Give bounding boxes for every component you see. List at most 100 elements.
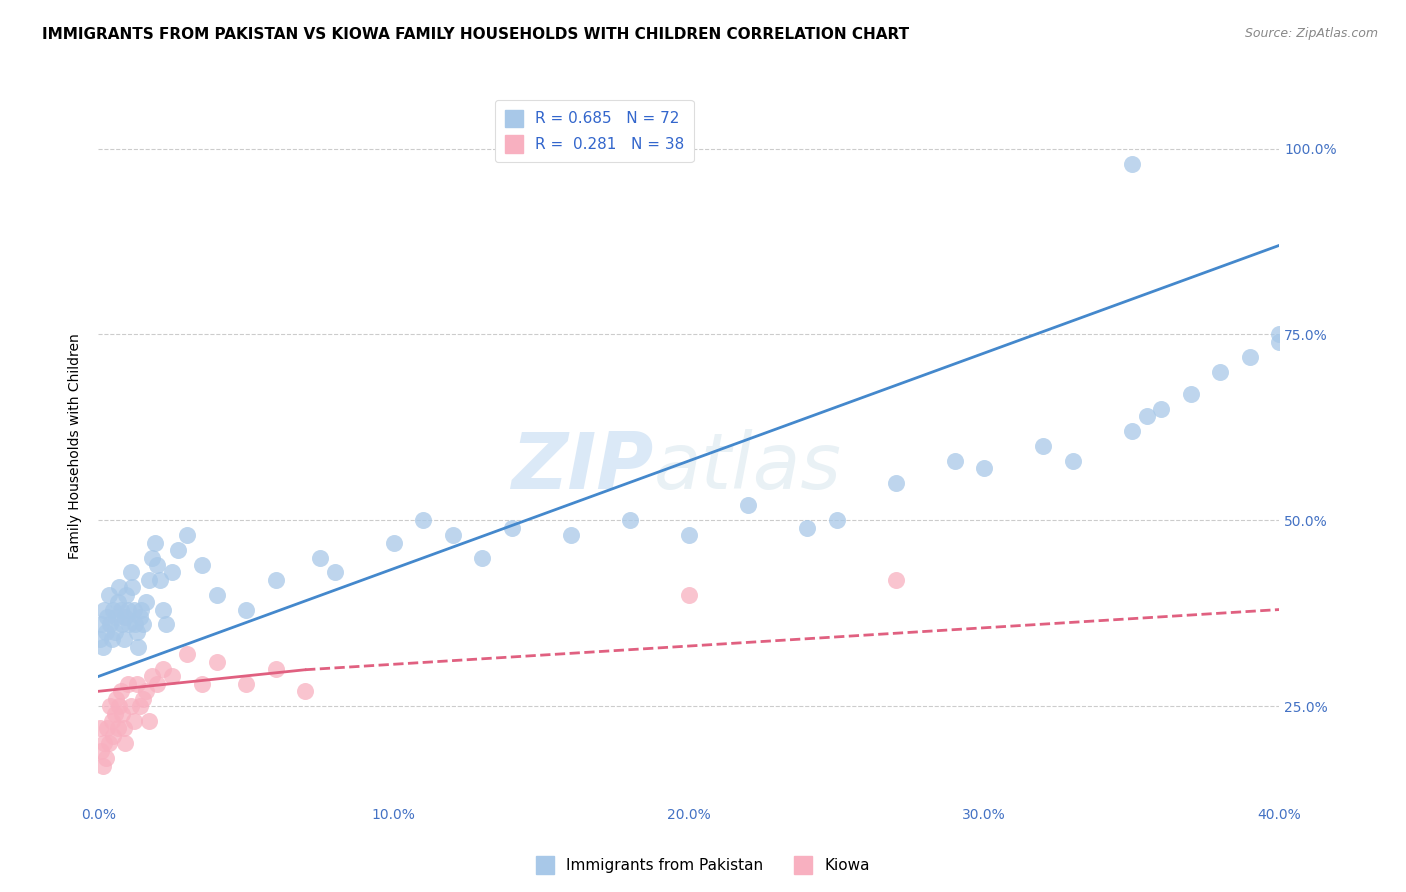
- Y-axis label: Family Households with Children: Family Households with Children: [69, 333, 83, 559]
- Point: [143, 535, 166, 549]
- Point: [678, 588, 700, 602]
- Point: [120, 566, 142, 580]
- Point: [111, 706, 134, 721]
- Point: [94, 751, 117, 765]
- Point: [98, 617, 121, 632]
- Point: [108, 699, 131, 714]
- Point: [162, 669, 183, 683]
- Point: [1180, 387, 1202, 401]
- Point: [118, 617, 141, 632]
- Point: [114, 610, 136, 624]
- Point: [141, 550, 163, 565]
- Point: [107, 722, 129, 736]
- Point: [796, 521, 818, 535]
- Point: [619, 513, 641, 527]
- Text: Source: ZipAtlas.com: Source: ZipAtlas.com: [1244, 27, 1378, 40]
- Point: [205, 588, 228, 602]
- Point: [122, 714, 145, 728]
- Point: [103, 602, 125, 616]
- Point: [132, 617, 155, 632]
- Point: [264, 662, 287, 676]
- Point: [91, 640, 114, 654]
- Point: [152, 602, 174, 616]
- Point: [884, 573, 907, 587]
- Point: [412, 513, 434, 527]
- Point: [127, 640, 149, 654]
- Text: atlas: atlas: [654, 429, 841, 506]
- Point: [112, 632, 135, 647]
- Point: [235, 602, 257, 616]
- Point: [97, 736, 120, 750]
- Point: [973, 461, 995, 475]
- Point: [129, 602, 152, 616]
- Point: [89, 632, 111, 647]
- Point: [110, 602, 132, 616]
- Point: [1209, 365, 1232, 379]
- Point: [107, 595, 129, 609]
- Point: [108, 580, 131, 594]
- Point: [471, 550, 494, 565]
- Point: [135, 684, 157, 698]
- Point: [125, 624, 148, 639]
- Point: [100, 632, 122, 647]
- Point: [146, 558, 169, 572]
- Point: [309, 550, 332, 565]
- Point: [176, 528, 198, 542]
- Point: [117, 602, 139, 616]
- Point: [264, 573, 287, 587]
- Point: [191, 558, 214, 572]
- Point: [205, 655, 228, 669]
- Point: [191, 677, 214, 691]
- Point: [121, 580, 143, 594]
- Point: [90, 744, 112, 758]
- Point: [124, 617, 146, 632]
- Point: [737, 499, 759, 513]
- Point: [128, 699, 150, 714]
- Point: [93, 602, 115, 616]
- Point: [96, 610, 118, 624]
- Point: [162, 566, 183, 580]
- Point: [441, 528, 464, 542]
- Point: [176, 647, 198, 661]
- Point: [103, 729, 125, 743]
- Point: [89, 722, 111, 736]
- Point: [149, 573, 172, 587]
- Point: [111, 617, 134, 632]
- Point: [560, 528, 582, 542]
- Point: [146, 677, 169, 691]
- Point: [294, 684, 316, 698]
- Point: [138, 573, 160, 587]
- Point: [110, 684, 132, 698]
- Point: [100, 714, 122, 728]
- Point: [1121, 156, 1143, 170]
- Point: [1062, 454, 1084, 468]
- Point: [152, 662, 174, 676]
- Legend: Immigrants from Pakistan, Kiowa: Immigrants from Pakistan, Kiowa: [530, 850, 876, 880]
- Point: [1268, 334, 1291, 349]
- Point: [141, 669, 163, 683]
- Point: [1239, 350, 1261, 364]
- Point: [104, 706, 127, 721]
- Point: [122, 602, 145, 616]
- Text: ZIP: ZIP: [512, 429, 654, 506]
- Point: [114, 736, 136, 750]
- Point: [105, 691, 128, 706]
- Text: IMMIGRANTS FROM PAKISTAN VS KIOWA FAMILY HOUSEHOLDS WITH CHILDREN CORRELATION CH: IMMIGRANTS FROM PAKISTAN VS KIOWA FAMILY…: [42, 27, 910, 42]
- Legend: R = 0.685   N = 72, R =  0.281   N = 38: R = 0.685 N = 72, R = 0.281 N = 38: [495, 101, 693, 161]
- Point: [104, 624, 127, 639]
- Point: [501, 521, 523, 535]
- Point: [678, 528, 700, 542]
- Point: [1136, 409, 1159, 424]
- Point: [235, 677, 257, 691]
- Point: [382, 535, 405, 549]
- Point: [132, 691, 155, 706]
- Point: [91, 758, 114, 772]
- Point: [94, 624, 117, 639]
- Point: [323, 566, 346, 580]
- Point: [135, 595, 157, 609]
- Point: [1032, 439, 1054, 453]
- Point: [97, 588, 120, 602]
- Point: [117, 677, 139, 691]
- Point: [943, 454, 966, 468]
- Point: [93, 736, 115, 750]
